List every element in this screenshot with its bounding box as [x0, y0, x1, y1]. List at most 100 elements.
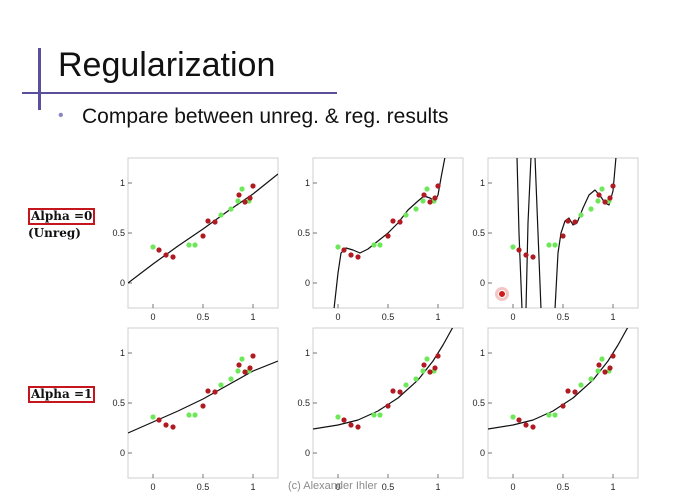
test-point — [510, 244, 516, 250]
train-point — [530, 254, 536, 260]
x-tick-label: 1 — [435, 312, 440, 322]
fit-curve — [488, 328, 629, 430]
plot-panel-r1-c3: 0 0.5 1 0 0.5 1 — [472, 157, 639, 322]
x-tick-label: 0.5 — [382, 482, 395, 492]
train-point — [572, 389, 578, 395]
slide-title: Regularization — [58, 46, 276, 84]
train-point — [602, 369, 608, 375]
plot-frame — [487, 157, 639, 309]
train-point — [516, 417, 522, 423]
laser-pointer-icon — [498, 290, 506, 298]
train-point — [435, 183, 441, 189]
y-tick-label: 1 — [120, 178, 125, 188]
train-point — [421, 362, 427, 368]
train-point — [205, 388, 211, 394]
test-point — [424, 186, 430, 192]
test-point — [218, 212, 224, 218]
train-point — [596, 192, 602, 198]
test-point — [546, 412, 552, 418]
train-point — [523, 422, 529, 428]
train-point — [212, 219, 218, 225]
train-point — [242, 199, 248, 205]
test-point — [552, 242, 558, 248]
y-tick-label: 0 — [305, 278, 310, 288]
train-point — [156, 247, 162, 253]
train-point — [250, 183, 256, 189]
plot-frame — [487, 327, 639, 479]
train-point — [385, 403, 391, 409]
y-tick-label: 0.5 — [112, 398, 125, 408]
x-tick-label: 0.5 — [557, 312, 570, 322]
row-label-reg: Alpha =1 — [28, 386, 96, 403]
test-point — [192, 412, 198, 418]
test-point — [228, 206, 234, 212]
train-point — [390, 388, 396, 394]
test-point — [239, 356, 245, 362]
test-point — [186, 242, 192, 248]
train-point — [432, 365, 438, 371]
bullet-marker: • — [58, 107, 64, 124]
test-point — [424, 356, 430, 362]
train-point — [200, 403, 206, 409]
test-point — [377, 242, 383, 248]
test-point — [413, 206, 419, 212]
x-tick-label: 0 — [335, 482, 340, 492]
plot-panel-r2-c3: 0 0.5 1 0 0.5 1 — [472, 327, 639, 492]
train-point — [560, 233, 566, 239]
train-point — [236, 192, 242, 198]
plot-panel-r1-c1: 0 0.5 1 0 0.5 1 — [112, 157, 279, 322]
row-sublabel-unreg: (Unreg) — [28, 226, 81, 240]
train-point — [355, 424, 361, 430]
x-tick-label: 0 — [150, 312, 155, 322]
test-point — [599, 186, 605, 192]
train-point — [565, 218, 571, 224]
fit-curve — [128, 360, 278, 434]
test-point — [228, 376, 234, 382]
train-point — [385, 233, 391, 239]
test-point — [377, 412, 383, 418]
test-point — [403, 382, 409, 388]
x-tick-label: 1 — [610, 482, 615, 492]
fit-curve — [516, 158, 617, 308]
test-point — [150, 244, 156, 250]
y-tick-label: 1 — [305, 348, 310, 358]
test-point — [186, 412, 192, 418]
test-point — [578, 212, 584, 218]
train-point — [572, 219, 578, 225]
train-point — [516, 247, 522, 253]
train-point — [348, 252, 354, 258]
y-tick-label: 0.5 — [297, 228, 310, 238]
train-point — [610, 183, 616, 189]
train-point — [427, 369, 433, 375]
row-label-unreg: Alpha =0 (Unreg) — [28, 208, 96, 241]
title-accent-bar-horizontal — [22, 92, 337, 94]
test-point — [599, 356, 605, 362]
plot-panel-r2-c2: 0 0.5 1 0 0.5 1 — [297, 327, 464, 492]
x-tick-label: 1 — [435, 482, 440, 492]
x-tick-label: 1 — [250, 482, 255, 492]
test-point — [413, 376, 419, 382]
train-point — [250, 353, 256, 359]
y-tick-label: 1 — [120, 348, 125, 358]
x-tick-label: 0.5 — [197, 312, 210, 322]
plot-frame — [127, 157, 279, 309]
y-tick-label: 0 — [120, 448, 125, 458]
test-point — [420, 198, 426, 204]
y-tick-label: 0.5 — [112, 228, 125, 238]
row-label-alpha-0: Alpha =0 — [28, 208, 96, 225]
fit-curve — [313, 328, 454, 430]
test-point — [335, 244, 341, 250]
train-point — [530, 424, 536, 430]
test-point — [235, 368, 241, 374]
copyright-credit: (c) Alexander Ihler — [288, 480, 378, 492]
train-point — [200, 233, 206, 239]
test-point — [192, 242, 198, 248]
train-point — [156, 417, 162, 423]
test-point — [371, 412, 377, 418]
train-point — [390, 218, 396, 224]
y-tick-label: 0 — [305, 448, 310, 458]
test-point — [403, 212, 409, 218]
y-tick-label: 0.5 — [472, 398, 485, 408]
train-point — [602, 199, 608, 205]
x-tick-label: 0.5 — [557, 482, 570, 492]
